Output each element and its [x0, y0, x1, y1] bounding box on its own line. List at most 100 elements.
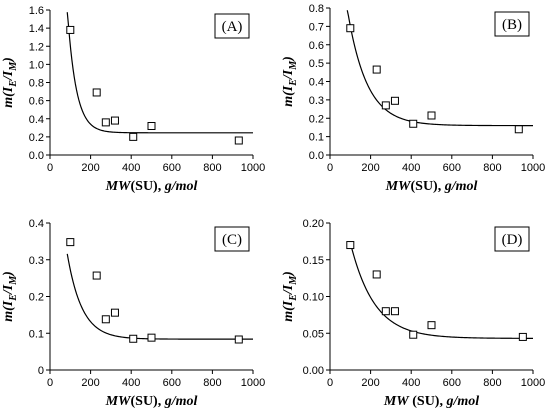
panel-a-xtick-label: 1000	[241, 162, 265, 174]
panel-b-xtick-label: 0	[327, 162, 333, 174]
panel-a-data-point	[129, 132, 138, 141]
panel-c-data-point	[129, 334, 138, 343]
panel-c-fit-curve	[66, 253, 253, 340]
panel-b-data-point	[381, 101, 390, 110]
panel-c: 0 0.1 0.2 0.3 0.4 0 200 400 600 800 1000 (C) MW(SU),…	[1, 218, 265, 409]
panel-c-ytick-label: 0	[38, 365, 44, 377]
panel-b-ytick-label: 0.4	[309, 77, 324, 89]
panel-d-ytick-label: 0.05	[303, 328, 324, 340]
panel-d-data-point	[381, 307, 390, 316]
panel-b-ytick-label: 0.2	[309, 113, 324, 125]
panel-b-data-point	[390, 96, 399, 105]
panel-a-fit-curve	[66, 12, 253, 134]
panel-a-ytick-label: 0.8	[29, 78, 44, 90]
panel-d-xtick-label: 400	[402, 377, 420, 389]
panel-a-ytick-label: 1.2	[29, 41, 44, 53]
panel-d-label: (D)	[502, 232, 523, 248]
panel-a-data-point	[147, 122, 156, 130]
panel-b: 0.0 0.1 0.2 0.3 0.4 0.5 0.6 0.7 0.8 0 200 400 600 800…	[281, 3, 545, 194]
panel-d-xtick-label: 600	[443, 377, 461, 389]
panel-a-xtick-label: 800	[203, 162, 221, 174]
panel-a-label: (A)	[222, 19, 243, 35]
panel-c-xtick-label: 200	[81, 377, 99, 389]
panel-b-fit-curve	[346, 10, 533, 127]
panel-b-xtick-label: 800	[483, 162, 501, 174]
panel-c-ytick-label: 0.3	[29, 255, 44, 267]
panel-d-label-box	[494, 226, 530, 252]
panel-d-y-axis-title: m(IE/IM)	[281, 271, 299, 322]
panel-a-ytick-label: 0.0	[29, 150, 44, 162]
panel-d-ytick-label: 0.00	[303, 365, 324, 377]
panel-a-ytick-label: 0.6	[29, 96, 44, 108]
panel-a-x-axis-title: MW(SU), g/mol	[105, 179, 198, 194]
panel-d-data-point	[427, 321, 436, 330]
panel-b-y-axis-title: m(IE/IM)	[281, 56, 299, 107]
panel-c-ytick-label: 0.2	[29, 292, 44, 304]
panel-a-ytick-label: 0.4	[29, 114, 44, 126]
panel-c-ytick-label: 0.4	[29, 218, 44, 230]
panel-a-ytick-label: 1.6	[29, 5, 44, 17]
panel-d: 0.00 0.05 0.10 0.15 0.20 0 200 400 600 800 1000 (D)…	[281, 218, 545, 409]
panel-d-data-point	[409, 330, 418, 339]
panel-b-ytick-label: 0.5	[309, 58, 324, 70]
panel-c-x-axis-title: MW(SU), g/mol	[105, 394, 198, 409]
panel-a-xtick-label: 400	[122, 162, 140, 174]
panel-c-data-point	[92, 271, 101, 280]
panel-b-data-point	[427, 111, 436, 120]
panel-a-label-box	[214, 13, 250, 39]
panel-c-data-point	[110, 308, 119, 317]
panel-b-data-point	[372, 65, 381, 74]
panel-c-ytick-label: 0.1	[29, 328, 44, 340]
panel-a-data-point	[234, 136, 243, 145]
panel-d-data-point	[518, 332, 527, 341]
panel-a-data-point	[66, 25, 75, 34]
panel-b-ytick-label: 0.6	[309, 40, 324, 52]
panel-a-ytick-label: 0.2	[29, 132, 44, 144]
panel-a-xtick-label: 600	[163, 162, 181, 174]
panel-b-xtick-label: 600	[443, 162, 461, 174]
panel-b-ytick-label: 0.3	[309, 95, 324, 107]
panel-c-xtick-label: 400	[122, 377, 140, 389]
panel-d-ytick-label: 0.15	[303, 255, 324, 267]
panel-a-xtick-label: 200	[81, 162, 99, 174]
panel-c-xtick-label: 0	[47, 377, 53, 389]
panel-d-fit-curve	[349, 242, 533, 339]
panel-a-ytick-label: 1.4	[29, 23, 44, 35]
panel-b-ytick-label: 0.0	[309, 150, 324, 162]
panel-a-data-point	[110, 116, 119, 125]
panel-b-xtick-label: 200	[361, 162, 379, 174]
panel-c-data-point	[147, 333, 156, 342]
panel-b-data-point	[514, 125, 523, 134]
panel-a-ytick-label: 1.0	[29, 59, 44, 71]
panel-d-data-point	[390, 307, 399, 316]
panel-c-y-axis-title: m(IE/IM)	[1, 271, 19, 322]
panel-d-ytick-label: 0.10	[303, 292, 324, 304]
panel-c-data-point	[234, 335, 243, 344]
panel-c-label: (C)	[222, 232, 242, 248]
panel-b-data-point	[346, 24, 355, 33]
panel-d-xtick-label: 200	[361, 377, 379, 389]
panel-a-data-point	[92, 88, 101, 97]
panel-d-data-point	[372, 270, 381, 279]
panel-c-data-point	[101, 315, 110, 324]
panel-b-xtick-label: 400	[402, 162, 420, 174]
panel-b-data-point	[409, 119, 418, 128]
panel-b-ytick-label: 0.8	[309, 3, 324, 15]
panel-a: 0.0 0.2 0.4 0.6 0.8 1.0 1.2 1.4 1.6 0 200 400 600 800…	[1, 5, 265, 194]
panel-a-xtick-label: 0	[47, 162, 53, 174]
panel-c-data-point	[66, 238, 75, 247]
panel-b-x-axis-title: MW(SU), g/mol	[385, 179, 478, 194]
panel-d-data-point	[346, 241, 355, 250]
panel-d-xtick-label: 1000	[521, 377, 545, 389]
panel-c-xtick-label: 600	[163, 377, 181, 389]
panel-b-ytick-label: 0.7	[309, 21, 324, 33]
panel-d-xtick-label: 800	[483, 377, 501, 389]
panel-b-label: (B)	[502, 17, 522, 33]
panel-d-xtick-label: 0	[327, 377, 333, 389]
panel-a-data-point	[101, 118, 110, 127]
panel-b-ytick-label: 0.1	[309, 132, 324, 144]
panel-c-xtick-label: 800	[203, 377, 221, 389]
panel-c-xtick-label: 1000	[241, 377, 265, 389]
panel-d-x-axis-title: MW (SU), g/mol	[383, 394, 479, 409]
